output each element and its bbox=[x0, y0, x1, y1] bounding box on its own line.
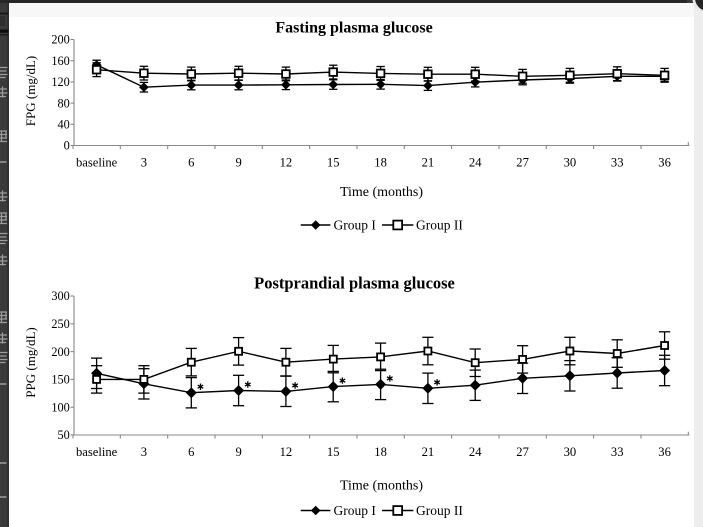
svg-text:200: 200 bbox=[51, 33, 69, 47]
svg-text:120: 120 bbox=[51, 75, 69, 89]
svg-text:27: 27 bbox=[516, 445, 529, 459]
svg-text:Group I: Group I bbox=[334, 218, 377, 233]
svg-text:6: 6 bbox=[188, 156, 194, 170]
svg-text:15: 15 bbox=[327, 156, 340, 170]
svg-text:100: 100 bbox=[51, 400, 69, 414]
svg-text:0: 0 bbox=[64, 139, 70, 153]
svg-text:FPG (mg/dL): FPG (mg/dL) bbox=[23, 56, 38, 126]
svg-text:150: 150 bbox=[51, 373, 69, 387]
svg-text:21: 21 bbox=[422, 156, 435, 170]
svg-text:18: 18 bbox=[374, 445, 387, 459]
svg-text:200: 200 bbox=[51, 345, 69, 359]
svg-text:36: 36 bbox=[658, 445, 671, 459]
svg-text:80: 80 bbox=[58, 96, 70, 110]
svg-text:baseline: baseline bbox=[76, 156, 118, 170]
svg-text:50: 50 bbox=[58, 428, 70, 442]
svg-text:Time (months): Time (months) bbox=[340, 479, 423, 494]
svg-text:36: 36 bbox=[658, 156, 671, 170]
svg-text:3: 3 bbox=[141, 156, 147, 170]
svg-text:12: 12 bbox=[280, 445, 293, 459]
svg-text:300: 300 bbox=[51, 289, 69, 303]
svg-text:24: 24 bbox=[469, 445, 482, 459]
svg-text:15: 15 bbox=[327, 445, 340, 459]
svg-text:250: 250 bbox=[51, 317, 69, 331]
svg-text:Group II: Group II bbox=[416, 218, 463, 233]
svg-text:Time (months): Time (months) bbox=[340, 185, 423, 200]
svg-text:160: 160 bbox=[51, 54, 69, 68]
svg-text:27: 27 bbox=[516, 156, 529, 170]
svg-text:24: 24 bbox=[469, 156, 482, 170]
svg-text:Group I: Group I bbox=[334, 503, 377, 518]
svg-text:Postprandial plasma glucose: Postprandial plasma glucose bbox=[254, 274, 455, 293]
svg-text:33: 33 bbox=[611, 445, 624, 459]
svg-text:12: 12 bbox=[280, 156, 293, 170]
svg-text:9: 9 bbox=[235, 445, 241, 459]
svg-text:baseline: baseline bbox=[76, 445, 118, 459]
svg-text:18: 18 bbox=[374, 156, 387, 170]
svg-text:33: 33 bbox=[611, 156, 624, 170]
svg-text:PPG (mg/dL): PPG (mg/dL) bbox=[23, 327, 38, 397]
svg-text:21: 21 bbox=[422, 445, 435, 459]
svg-text:30: 30 bbox=[564, 156, 577, 170]
svg-text:30: 30 bbox=[564, 445, 577, 459]
svg-text:6: 6 bbox=[188, 445, 194, 459]
svg-text:Fasting plasma glucose: Fasting plasma glucose bbox=[275, 20, 432, 37]
svg-text:9: 9 bbox=[235, 156, 241, 170]
svg-text:40: 40 bbox=[58, 118, 70, 132]
svg-text:3: 3 bbox=[141, 445, 147, 459]
svg-text:Group II: Group II bbox=[416, 503, 463, 518]
